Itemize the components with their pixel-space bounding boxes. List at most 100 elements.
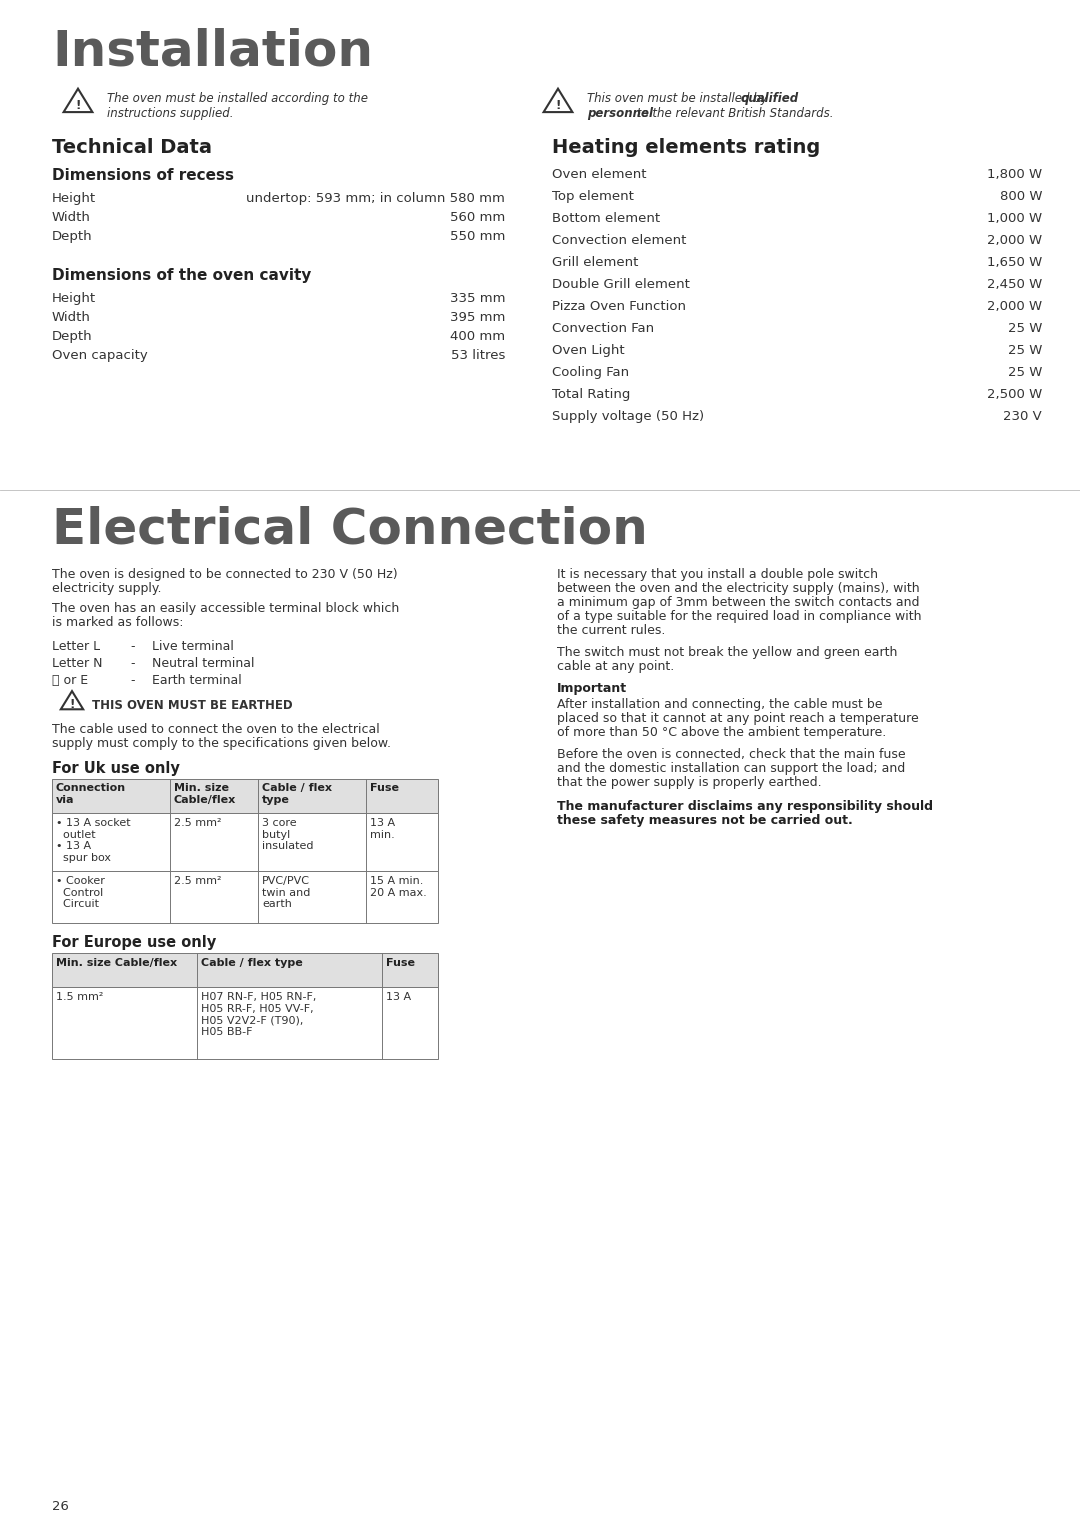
- Text: instructions supplied.: instructions supplied.: [107, 107, 233, 121]
- Text: The oven has an easily accessible terminal block which: The oven has an easily accessible termin…: [52, 602, 400, 614]
- Text: Cable / flex type: Cable / flex type: [201, 958, 302, 969]
- Text: For Europe use only: For Europe use only: [52, 935, 216, 950]
- Text: 550 mm: 550 mm: [449, 231, 505, 243]
- Text: It is necessary that you install a double pole switch: It is necessary that you install a doubl…: [557, 568, 878, 581]
- Text: Letter L: Letter L: [52, 640, 100, 652]
- Text: Grill element: Grill element: [552, 257, 638, 269]
- Text: 3 core
butyl
insulated: 3 core butyl insulated: [262, 817, 313, 851]
- Text: 395 mm: 395 mm: [449, 312, 505, 324]
- Text: that the power supply is properly earthed.: that the power supply is properly earthe…: [557, 776, 822, 788]
- Bar: [52, 813, 438, 871]
- Text: Neutral terminal: Neutral terminal: [152, 657, 255, 669]
- Text: Fuse: Fuse: [370, 782, 399, 793]
- Text: Convection Fan: Convection Fan: [552, 322, 654, 335]
- Text: Bottom element: Bottom element: [552, 212, 660, 225]
- Text: 53 litres: 53 litres: [450, 348, 505, 362]
- Text: Top element: Top element: [552, 189, 634, 203]
- Text: Electrical Connection: Electrical Connection: [52, 504, 648, 553]
- Text: Cable / flex
type: Cable / flex type: [262, 782, 332, 805]
- Text: Total Rating: Total Rating: [552, 388, 631, 400]
- Text: PVC/PVC
twin and
earth: PVC/PVC twin and earth: [262, 876, 310, 909]
- Text: Double Grill element: Double Grill element: [552, 278, 690, 290]
- Text: 1,650 W: 1,650 W: [987, 257, 1042, 269]
- Text: 800 W: 800 W: [999, 189, 1042, 203]
- Text: 25 W: 25 W: [1008, 367, 1042, 379]
- Text: 400 mm: 400 mm: [450, 330, 505, 342]
- Text: -: -: [130, 640, 135, 652]
- Text: Before the oven is connected, check that the main fuse: Before the oven is connected, check that…: [557, 749, 906, 761]
- Text: The oven is designed to be connected to 230 V (50 Hz): The oven is designed to be connected to …: [52, 568, 397, 581]
- Text: Letter N: Letter N: [52, 657, 103, 669]
- Text: Cooling Fan: Cooling Fan: [552, 367, 630, 379]
- Text: 230 V: 230 V: [1003, 410, 1042, 423]
- Bar: [52, 953, 438, 987]
- Text: Min. size
Cable/flex: Min. size Cable/flex: [174, 782, 237, 805]
- Text: !: !: [555, 99, 561, 112]
- Text: Convection element: Convection element: [552, 234, 687, 248]
- Text: the current rules.: the current rules.: [557, 623, 665, 637]
- Text: 1.5 mm²: 1.5 mm²: [56, 992, 104, 1002]
- Text: 2,500 W: 2,500 W: [987, 388, 1042, 400]
- Text: 15 A min.
20 A max.: 15 A min. 20 A max.: [370, 876, 427, 897]
- Bar: [52, 779, 438, 813]
- Text: The manufacturer disclaims any responsibility should: The manufacturer disclaims any responsib…: [557, 801, 933, 813]
- Text: of a type suitable for the required load in compliance with: of a type suitable for the required load…: [557, 610, 921, 623]
- Text: 2,000 W: 2,000 W: [987, 299, 1042, 313]
- Text: to the relevant British Standards.: to the relevant British Standards.: [633, 107, 834, 121]
- Text: cable at any point.: cable at any point.: [557, 660, 674, 672]
- Text: Installation: Installation: [52, 28, 373, 76]
- Text: H07 RN-F, H05 RN-F,
H05 RR-F, H05 VV-F,
H05 V2V2-F (T90),
H05 BB-F: H07 RN-F, H05 RN-F, H05 RR-F, H05 VV-F, …: [201, 992, 316, 1038]
- Text: is marked as follows:: is marked as follows:: [52, 616, 184, 630]
- Text: Depth: Depth: [52, 330, 93, 342]
- Text: The oven must be installed according to the: The oven must be installed according to …: [107, 92, 368, 105]
- Text: • 13 A socket
  outlet
• 13 A
  spur box: • 13 A socket outlet • 13 A spur box: [56, 817, 131, 863]
- Text: of more than 50 °C above the ambient temperature.: of more than 50 °C above the ambient tem…: [557, 726, 887, 740]
- Text: 25 W: 25 W: [1008, 344, 1042, 358]
- Text: Pizza Oven Function: Pizza Oven Function: [552, 299, 686, 313]
- Text: This oven must be installed by: This oven must be installed by: [588, 92, 771, 105]
- Text: THIS OVEN MUST BE EARTHED: THIS OVEN MUST BE EARTHED: [92, 698, 293, 712]
- Text: -: -: [130, 674, 135, 688]
- Text: Heating elements rating: Heating elements rating: [552, 138, 820, 157]
- Text: 2,000 W: 2,000 W: [987, 234, 1042, 248]
- Text: For Uk use only: For Uk use only: [52, 761, 180, 776]
- Text: Live terminal: Live terminal: [152, 640, 234, 652]
- Text: Width: Width: [52, 312, 91, 324]
- Text: undertop: 593 mm; in column 580 mm: undertop: 593 mm; in column 580 mm: [246, 193, 505, 205]
- Text: 1,000 W: 1,000 W: [987, 212, 1042, 225]
- Text: The switch must not break the yellow and green earth: The switch must not break the yellow and…: [557, 646, 897, 659]
- Text: 13 A: 13 A: [386, 992, 411, 1002]
- Text: 2.5 mm²: 2.5 mm²: [174, 817, 221, 828]
- Text: placed so that it cannot at any point reach a temperature: placed so that it cannot at any point re…: [557, 712, 919, 724]
- Text: 26: 26: [52, 1500, 69, 1513]
- Text: these safety measures not be carried out.: these safety measures not be carried out…: [557, 814, 853, 827]
- Text: Width: Width: [52, 211, 91, 225]
- Text: 335 mm: 335 mm: [449, 292, 505, 306]
- Text: 2.5 mm²: 2.5 mm²: [174, 876, 221, 886]
- Text: between the oven and the electricity supply (mains), with: between the oven and the electricity sup…: [557, 582, 920, 594]
- Text: Earth terminal: Earth terminal: [152, 674, 242, 688]
- Text: a minimum gap of 3mm between the switch contacts and: a minimum gap of 3mm between the switch …: [557, 596, 919, 610]
- Text: -: -: [130, 657, 135, 669]
- Text: • Cooker
  Control
  Circuit: • Cooker Control Circuit: [56, 876, 105, 909]
- Text: Height: Height: [52, 292, 96, 306]
- Text: 13 A
min.: 13 A min.: [370, 817, 395, 839]
- Text: Min. size Cable/flex: Min. size Cable/flex: [56, 958, 177, 969]
- Text: electricity supply.: electricity supply.: [52, 582, 162, 594]
- Text: The cable used to connect the oven to the electrical: The cable used to connect the oven to th…: [52, 723, 380, 736]
- Text: Dimensions of the oven cavity: Dimensions of the oven cavity: [52, 267, 311, 283]
- Text: 25 W: 25 W: [1008, 322, 1042, 335]
- Text: !: !: [69, 698, 75, 711]
- Text: Oven element: Oven element: [552, 168, 647, 180]
- Text: Oven capacity: Oven capacity: [52, 348, 148, 362]
- Text: qualified: qualified: [741, 92, 799, 105]
- Text: Technical Data: Technical Data: [52, 138, 212, 157]
- Bar: [52, 871, 438, 923]
- Text: ⏚ or E: ⏚ or E: [52, 674, 89, 688]
- Text: After installation and connecting, the cable must be: After installation and connecting, the c…: [557, 698, 882, 711]
- Text: 1,800 W: 1,800 W: [987, 168, 1042, 180]
- Text: and the domestic installation can support the load; and: and the domestic installation can suppor…: [557, 762, 905, 775]
- Text: Dimensions of recess: Dimensions of recess: [52, 168, 234, 183]
- Text: personnel: personnel: [588, 107, 653, 121]
- Text: !: !: [76, 99, 81, 112]
